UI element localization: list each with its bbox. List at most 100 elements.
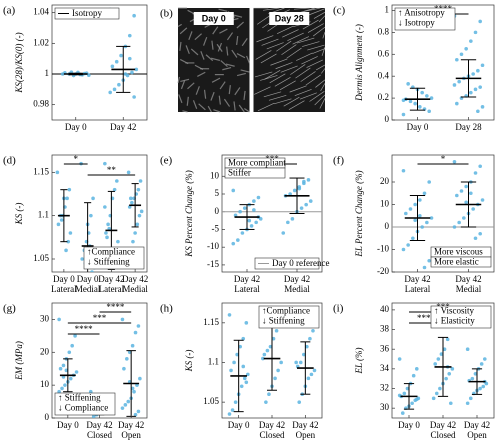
data-point (88, 389, 93, 394)
panel-label: (b) (160, 8, 173, 20)
data-point (455, 193, 459, 198)
plot-area (60, 7, 139, 99)
data-point (462, 216, 466, 220)
data-point (473, 371, 478, 376)
fiber (244, 107, 250, 113)
data-point (294, 360, 298, 365)
x-tick-label: Open (296, 430, 316, 440)
fiber (180, 80, 186, 90)
data-point (279, 360, 283, 365)
image-label-box (193, 12, 234, 25)
data-point (252, 199, 256, 203)
data-point (408, 207, 413, 211)
panel-label: (f) (333, 155, 344, 167)
y-tick-label: 1.05 (33, 253, 49, 263)
data-point (58, 366, 63, 371)
plot-area (55, 161, 144, 272)
data-point (110, 64, 115, 69)
data-point (450, 367, 455, 371)
fiber (255, 50, 272, 60)
fiber (211, 57, 221, 61)
data-point (119, 53, 123, 58)
fiber (203, 89, 207, 99)
note: ↓ Compliance (58, 403, 108, 413)
data-point (406, 243, 410, 247)
fiber (276, 25, 294, 35)
data-point (452, 225, 457, 229)
fiber (301, 56, 318, 65)
data-point (480, 105, 485, 109)
data-point (241, 336, 246, 341)
data-point (429, 216, 434, 220)
y-tick-label: 1 (385, 5, 390, 15)
fiber (236, 53, 246, 59)
fiber (300, 71, 316, 82)
y-axis-label: EL Percent Change (%) (354, 170, 364, 257)
panel-label: (i) (333, 303, 344, 315)
y-tick-label: 1.1 (38, 210, 49, 220)
data-point (411, 236, 415, 241)
fiber (182, 110, 188, 113)
data-point (418, 213, 422, 218)
data-point (302, 179, 306, 184)
fiber (282, 29, 299, 38)
data-point (434, 391, 439, 396)
panel-label: (g) (3, 303, 16, 315)
data-point (231, 241, 236, 246)
notes-box (54, 392, 116, 416)
fiber (270, 58, 288, 66)
fiber (256, 35, 274, 43)
data-point (397, 357, 402, 361)
fiber (245, 55, 251, 64)
fiber (243, 90, 246, 100)
x-tick-label: Day 0 (398, 420, 420, 430)
axes-box (51, 4, 148, 121)
data-point (247, 218, 252, 223)
data-point (401, 247, 406, 252)
y-tick-label: 1.05 (203, 396, 219, 406)
data-point (128, 196, 133, 201)
fiber (281, 44, 297, 56)
fiber (211, 77, 221, 83)
data-point (473, 236, 478, 241)
fiber (315, 79, 326, 88)
fiber (177, 76, 181, 84)
fiber (308, 8, 326, 16)
data-point (465, 347, 470, 351)
fiber (260, 75, 278, 81)
y-tick-label: 0.98 (33, 99, 49, 109)
data-point (66, 239, 71, 244)
data-point (271, 336, 276, 341)
data-point (400, 411, 405, 415)
data-point (134, 67, 139, 72)
data-point (127, 205, 132, 209)
data-point (276, 368, 280, 373)
significance-label: **** (106, 302, 125, 312)
data-point (238, 209, 242, 214)
data-point (244, 380, 249, 385)
data-point (468, 396, 473, 401)
data-point (264, 400, 268, 404)
data-point (473, 87, 478, 92)
data-point (227, 412, 232, 416)
y-tick-label: 36 (380, 343, 390, 353)
fiber (303, 7, 321, 12)
fiber (312, 48, 326, 54)
y-tick-label: -20 (377, 266, 389, 276)
fiber (307, 44, 325, 51)
data-point (236, 238, 240, 242)
data-point (55, 170, 60, 175)
data-point (459, 52, 464, 57)
fiber (236, 21, 245, 29)
data-point (306, 376, 311, 381)
fiber (287, 32, 304, 42)
fiber (263, 7, 280, 11)
image-label: Day 28 (275, 13, 304, 23)
data-point (442, 347, 447, 351)
fiber (295, 67, 311, 79)
data-point (308, 199, 313, 203)
data-point (401, 168, 406, 173)
data-point (136, 187, 141, 192)
fiber (286, 47, 302, 59)
data-point (112, 187, 117, 192)
